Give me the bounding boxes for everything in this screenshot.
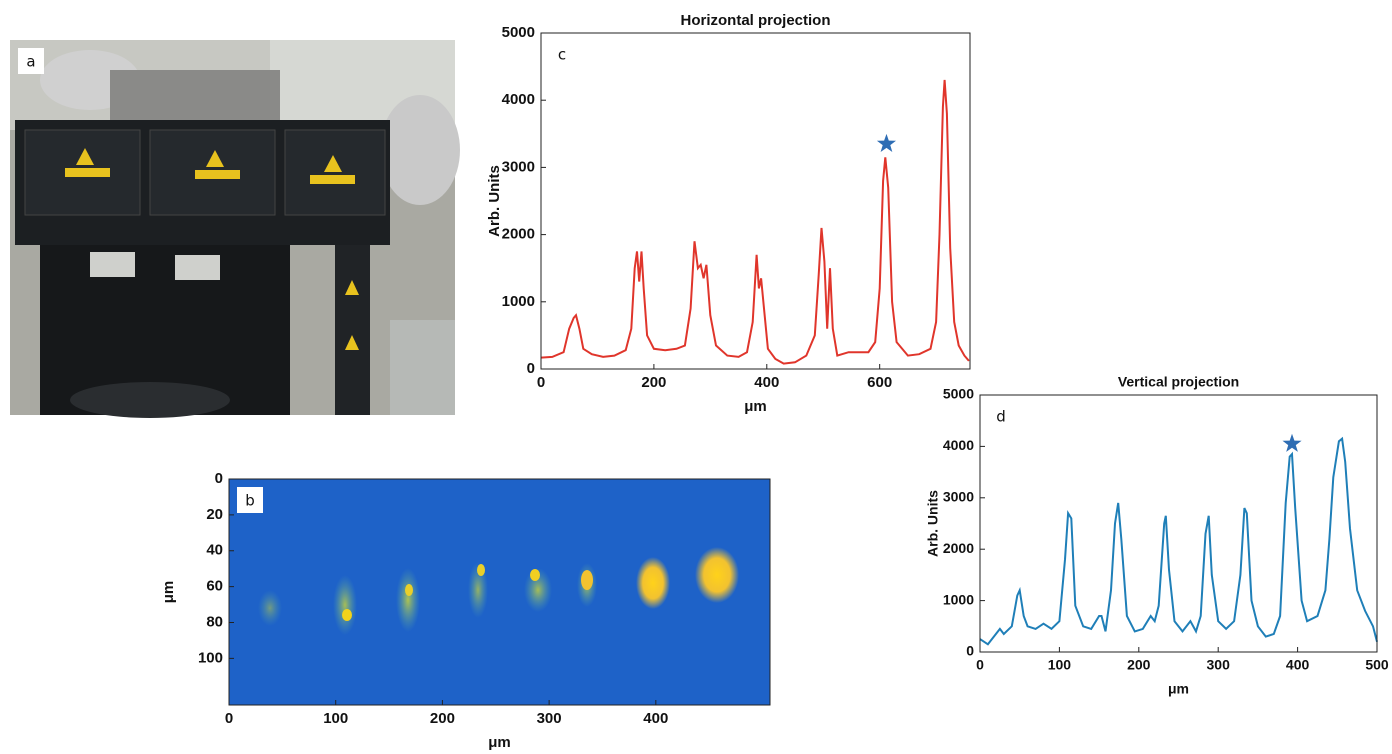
x-axis-label: μm bbox=[1168, 681, 1189, 697]
plot-frame bbox=[979, 394, 1378, 653]
y-tick-label: 0 bbox=[215, 470, 223, 487]
y-tick-label: 80 bbox=[206, 613, 223, 630]
chart-title: Horizontal projection bbox=[681, 12, 831, 29]
x-tick-label: 400 bbox=[754, 374, 779, 391]
y-tick-label: 1000 bbox=[943, 591, 974, 607]
y-tick-label: 0 bbox=[527, 360, 535, 377]
panel-label-bg bbox=[553, 45, 577, 69]
x-tick-label: 400 bbox=[643, 710, 668, 727]
panel-label: c bbox=[558, 46, 566, 64]
chart-title: Vertical projection bbox=[1118, 374, 1239, 390]
heatmap-image bbox=[229, 479, 770, 705]
x-tick-label: 100 bbox=[1048, 657, 1072, 673]
y-tick-label: 40 bbox=[206, 542, 223, 559]
x-tick-label: 200 bbox=[641, 374, 666, 391]
x-tick-label: 500 bbox=[1365, 657, 1389, 673]
data-line bbox=[540, 79, 970, 365]
panel-label: d bbox=[996, 408, 1006, 426]
x-tick-label: 0 bbox=[976, 657, 984, 673]
y-tick-label: 100 bbox=[198, 649, 223, 666]
y-axis-label: μm bbox=[160, 581, 177, 604]
x-tick-label: 400 bbox=[1286, 657, 1310, 673]
y-tick-label: 0 bbox=[966, 643, 974, 659]
x-tick-label: 100 bbox=[323, 710, 348, 727]
x-tick-label: 300 bbox=[1207, 657, 1231, 673]
star-marker bbox=[876, 133, 896, 152]
panel-label: b bbox=[245, 492, 255, 510]
panel-label-bg bbox=[992, 407, 1016, 431]
x-tick-label: 0 bbox=[537, 374, 545, 391]
x-tick-label: 200 bbox=[1127, 657, 1151, 673]
y-tick-label: 5000 bbox=[502, 24, 535, 41]
y-tick-label: 2000 bbox=[502, 226, 535, 243]
photo: a bbox=[10, 40, 460, 418]
plot-frame bbox=[540, 32, 971, 370]
x-axis-label: μm bbox=[744, 398, 767, 415]
data-line bbox=[979, 436, 1378, 646]
y-tick-label: 20 bbox=[206, 506, 223, 523]
star-marker bbox=[1282, 433, 1302, 452]
panel-label: a bbox=[26, 53, 35, 71]
x-axis-label: μm bbox=[488, 734, 511, 751]
y-axis-label: Arb. Units bbox=[486, 165, 503, 237]
x-tick-label: 600 bbox=[867, 374, 892, 391]
x-tick-label: 0 bbox=[225, 710, 233, 727]
x-tick-label: 200 bbox=[430, 710, 455, 727]
y-tick-label: 5000 bbox=[943, 386, 974, 402]
y-axis-label: Arb. Units bbox=[925, 490, 941, 557]
y-tick-label: 2000 bbox=[943, 540, 974, 556]
y-tick-label: 3000 bbox=[502, 158, 535, 175]
x-tick-label: 300 bbox=[537, 710, 562, 727]
plot-frame bbox=[228, 478, 771, 706]
y-tick-label: 60 bbox=[206, 578, 223, 595]
y-tick-label: 4000 bbox=[502, 91, 535, 108]
y-tick-label: 3000 bbox=[943, 489, 974, 505]
y-tick-label: 4000 bbox=[943, 437, 974, 453]
y-tick-label: 1000 bbox=[502, 293, 535, 310]
